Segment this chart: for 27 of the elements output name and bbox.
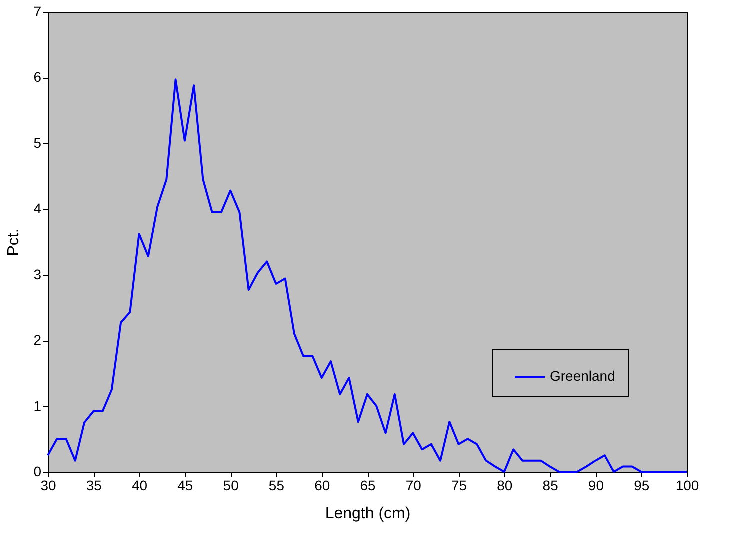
x-tick-label: 30 xyxy=(40,478,56,494)
x-tick-label: 75 xyxy=(451,478,468,494)
x-axis-title: Length (cm) xyxy=(325,506,411,522)
x-tick-label: 100 xyxy=(676,478,700,494)
y-tick-label: 3 xyxy=(34,266,42,282)
y-tick-label: 0 xyxy=(34,464,42,480)
x-tick-label: 50 xyxy=(223,478,240,494)
legend-label: Greenland xyxy=(550,368,616,384)
y-tick-label: 1 xyxy=(34,398,42,414)
x-tick-label: 60 xyxy=(314,478,330,494)
line-series xyxy=(47,78,688,473)
y-tick-label: 5 xyxy=(34,134,42,151)
y-tick-label: 7 xyxy=(34,4,42,20)
y-tick-label: 2 xyxy=(34,332,42,348)
y-tick-label: 4 xyxy=(34,200,42,217)
x-tick-label: 35 xyxy=(86,478,102,494)
x-tick-label: 80 xyxy=(497,478,513,494)
x-tick-label: 40 xyxy=(132,478,148,494)
y-tick-label: 6 xyxy=(34,69,42,86)
x-tick-label: 70 xyxy=(406,478,422,494)
x-tick-label: 65 xyxy=(360,478,376,494)
x-tick-label: 90 xyxy=(588,478,604,494)
x-tick-label: 45 xyxy=(178,478,194,494)
x-tick-label: 55 xyxy=(268,478,285,494)
x-tick-label: 85 xyxy=(542,478,559,494)
y-axis-title: Pct. xyxy=(6,228,23,256)
x-tick-label: 95 xyxy=(634,478,650,494)
